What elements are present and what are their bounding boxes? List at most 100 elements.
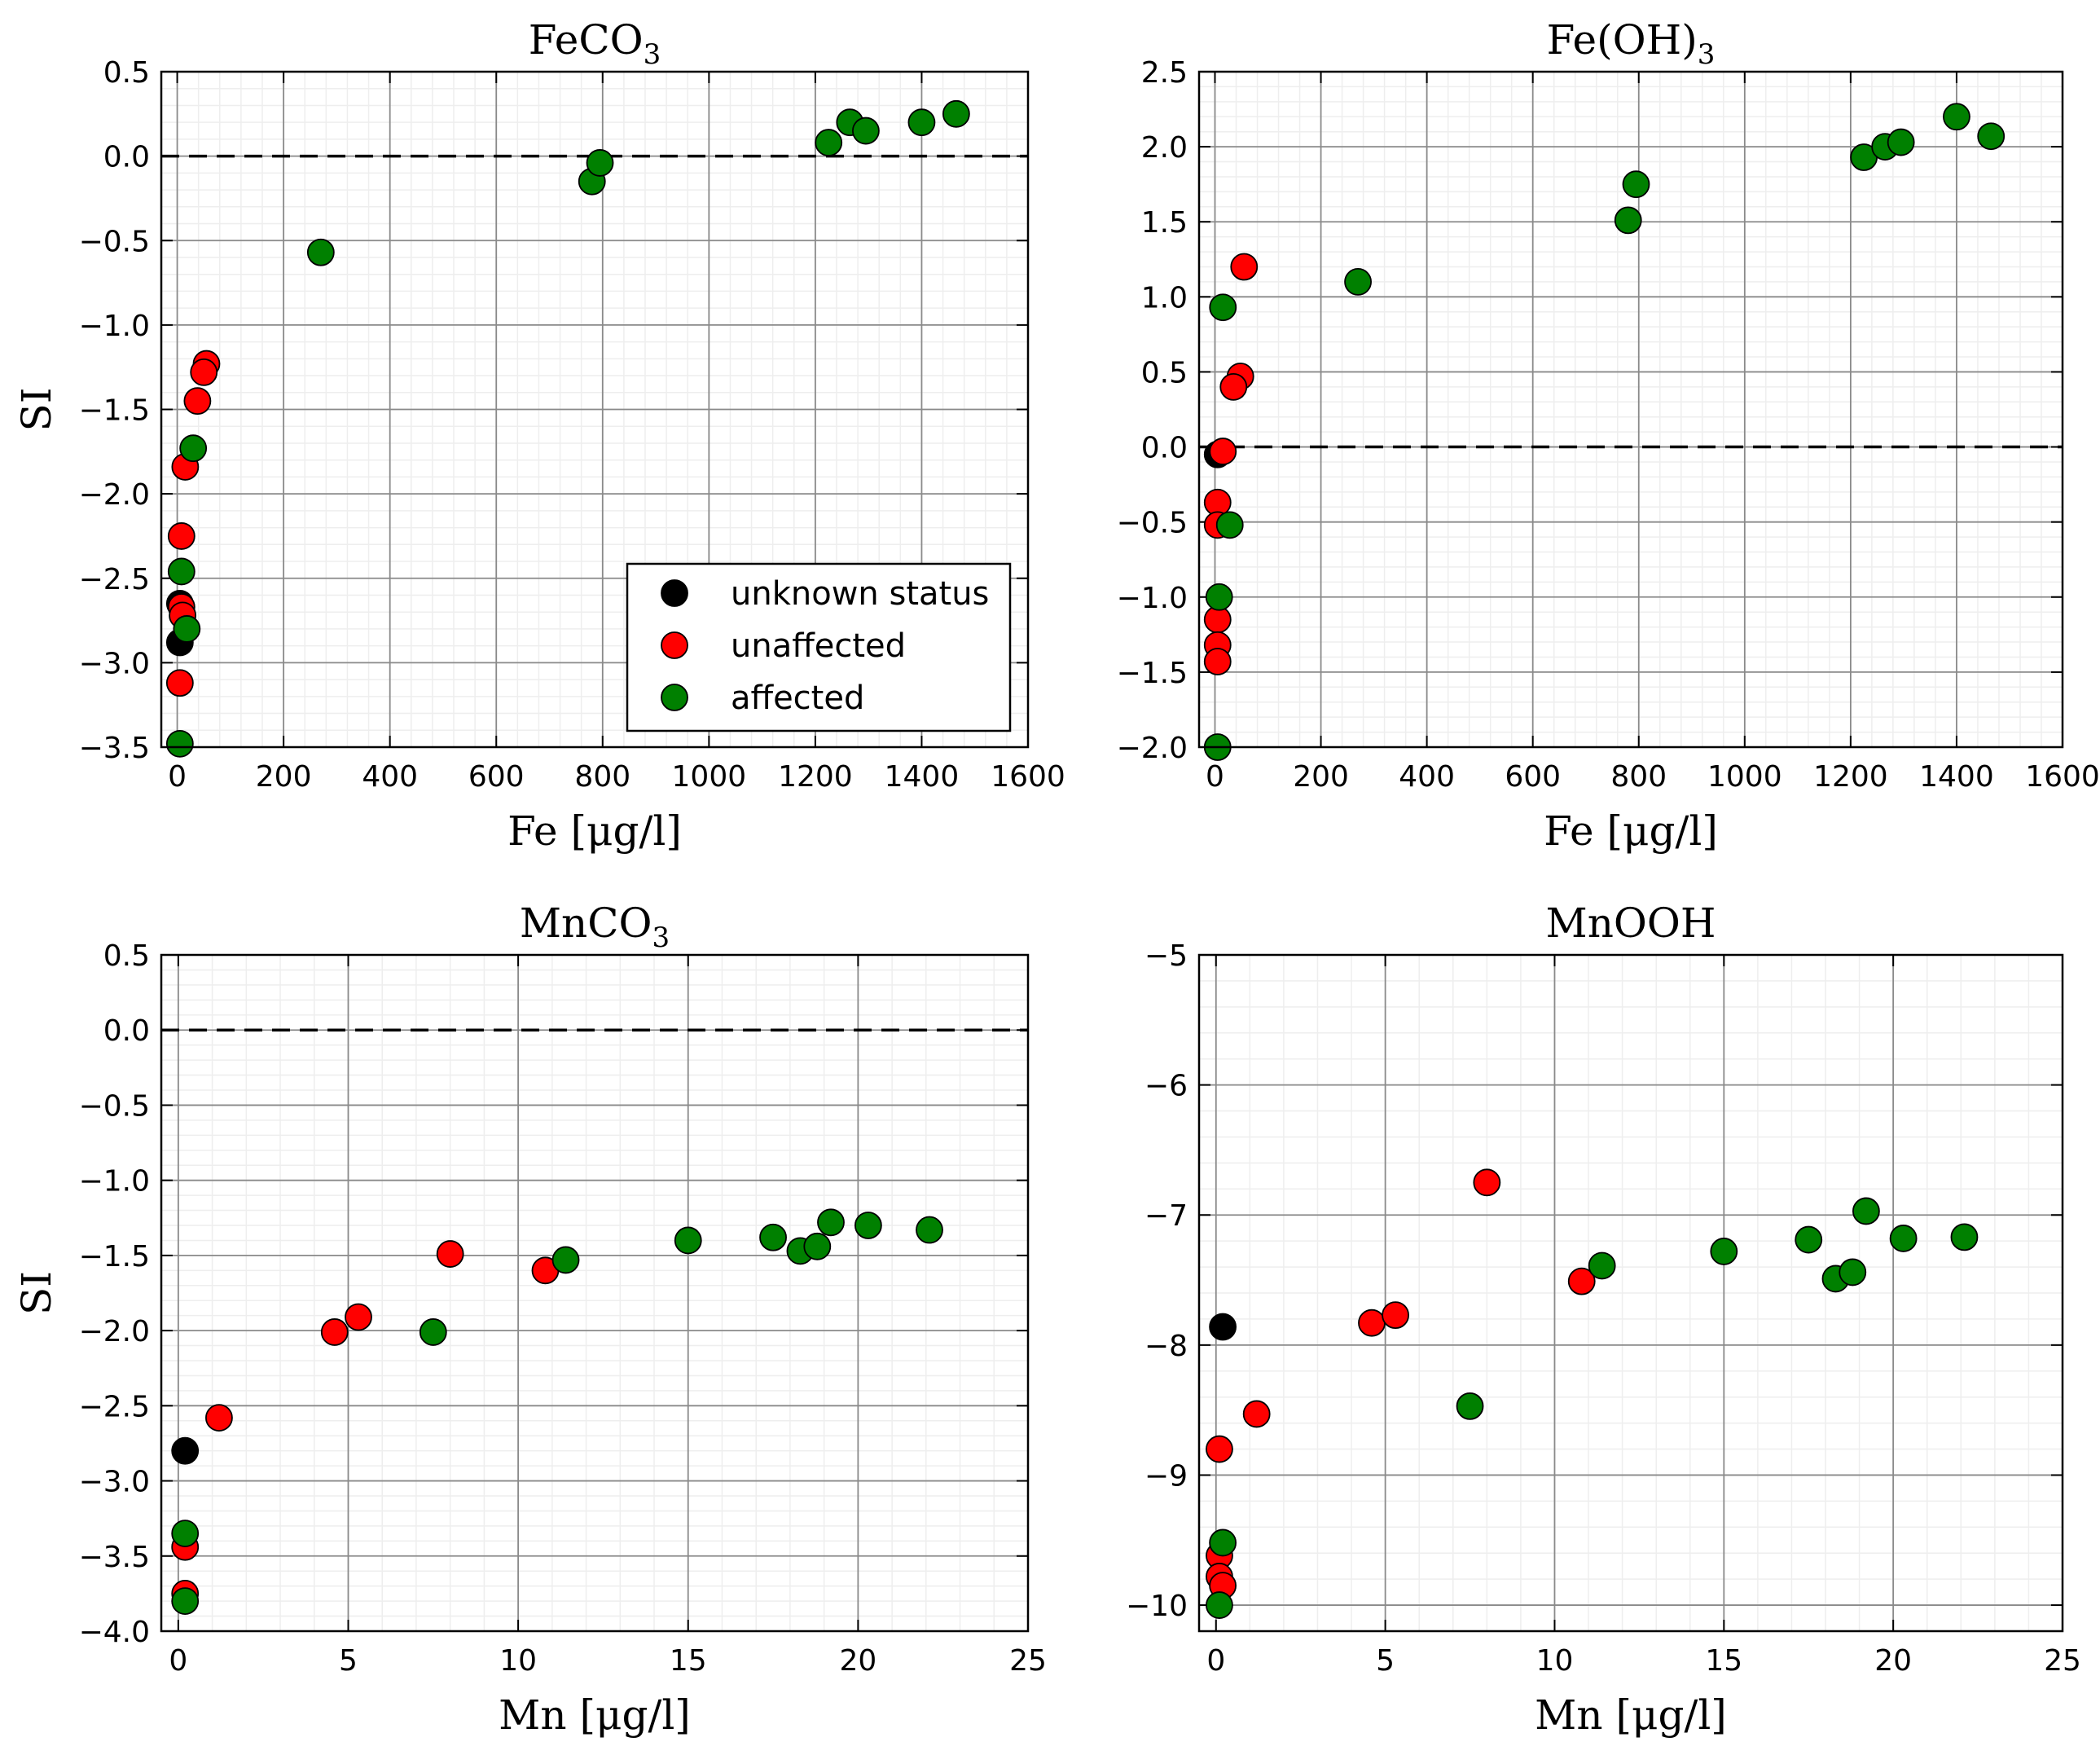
title-main: Fe(OH) bbox=[1547, 16, 1698, 64]
series-affected bbox=[165, 99, 970, 758]
point-unaffected bbox=[345, 1303, 372, 1331]
x-tick-label: 20 bbox=[1874, 1644, 1912, 1678]
x-tick-label: 1400 bbox=[1919, 760, 1994, 794]
point-affected bbox=[179, 434, 208, 463]
point-affected bbox=[165, 729, 194, 758]
point-unaffected bbox=[167, 522, 196, 550]
x-tick-label: 0 bbox=[169, 1644, 187, 1678]
y-tick-label: 1.0 bbox=[1141, 281, 1188, 314]
point-unaffected bbox=[1242, 1400, 1271, 1428]
minor-grid bbox=[1199, 954, 2063, 1632]
point-affected bbox=[759, 1223, 787, 1251]
point-affected bbox=[167, 557, 196, 586]
legend-label: unknown status bbox=[731, 575, 989, 613]
title-subscript: 3 bbox=[652, 921, 670, 954]
panels: 0 200 400 600 800 10 0 0 1200 1400 1600 −3.5 −3.0 −2.… bbox=[13, 16, 2100, 1739]
point-affected bbox=[1622, 170, 1650, 199]
x-tick-label: 1200 bbox=[778, 760, 853, 794]
y-tick-label: −1.5 bbox=[79, 1240, 150, 1273]
title-main: FeCO bbox=[529, 16, 644, 64]
minor-grid bbox=[161, 954, 1029, 1632]
x-tick-label: 25 bbox=[1009, 1644, 1047, 1678]
y-tick-label: −9 bbox=[1144, 1459, 1188, 1493]
x-tick-label: 5 bbox=[1376, 1644, 1395, 1678]
x-axis-label: Mn [μg/l] bbox=[499, 1691, 691, 1739]
y-tick-label: −4.0 bbox=[79, 1616, 150, 1649]
point-affected bbox=[1889, 1225, 1918, 1252]
point-unknown-status bbox=[1209, 1313, 1237, 1341]
panel-title: FeCO3 bbox=[529, 16, 661, 71]
y-tick-label: 1.5 bbox=[1141, 206, 1188, 240]
y-tick-label: −0.5 bbox=[79, 225, 150, 258]
y-tick-label: −1.0 bbox=[79, 310, 150, 343]
point-affected bbox=[852, 117, 880, 145]
y-tick-label: 0.0 bbox=[103, 141, 150, 174]
panel-title: Fe(OH)3 bbox=[1547, 16, 1716, 71]
point-unaffected bbox=[183, 387, 212, 416]
x-tick-label: 0 bbox=[168, 760, 187, 794]
point-unaffected bbox=[1206, 1435, 1233, 1463]
y-tick-label: −2.0 bbox=[79, 478, 150, 512]
point-affected bbox=[1206, 1591, 1233, 1619]
data-points bbox=[1206, 1168, 1979, 1619]
legend-marker bbox=[661, 684, 688, 711]
x-tick-label: 400 bbox=[1399, 760, 1455, 794]
point-affected bbox=[817, 1208, 845, 1237]
y-tick-label: −3.5 bbox=[79, 732, 150, 765]
legend: unknown status unaffected affected bbox=[626, 562, 1012, 732]
y-axis-label: SI bbox=[13, 387, 60, 431]
point-unaffected bbox=[1567, 1267, 1596, 1295]
y-tick-label: −3.0 bbox=[79, 647, 150, 680]
y-tick-label: 0.0 bbox=[103, 1014, 150, 1048]
y-tick-label: −0.5 bbox=[1117, 507, 1188, 540]
point-affected bbox=[173, 615, 201, 643]
point-affected bbox=[171, 1520, 200, 1548]
data-points bbox=[171, 1208, 943, 1616]
x-tick-label: 600 bbox=[468, 760, 525, 794]
x-tick-label: 1600 bbox=[991, 760, 1065, 794]
y-tick-label: −1.0 bbox=[79, 1165, 150, 1199]
point-affected bbox=[1614, 206, 1642, 235]
point-affected bbox=[1887, 128, 1915, 156]
point-affected bbox=[306, 238, 335, 266]
y-tick-label: 0.5 bbox=[103, 939, 150, 973]
title-subscript: 3 bbox=[1698, 38, 1716, 71]
y-tick-label: −0.5 bbox=[79, 1089, 150, 1123]
legend-label: affected bbox=[731, 680, 864, 717]
title-subscript: 3 bbox=[644, 38, 661, 71]
y-tick-label: 0.0 bbox=[1141, 432, 1188, 465]
point-unaffected bbox=[1473, 1168, 1501, 1197]
point-unaffected bbox=[165, 669, 194, 697]
point-affected bbox=[942, 99, 970, 128]
point-affected bbox=[1839, 1258, 1867, 1287]
point-unaffected bbox=[320, 1318, 349, 1346]
y-tick-label: −7 bbox=[1144, 1199, 1188, 1233]
y-tick-label: 2.0 bbox=[1141, 131, 1188, 165]
point-affected bbox=[907, 108, 936, 137]
point-affected bbox=[1209, 293, 1237, 322]
major-grid: 0 5 10 15 20 25 −10 −9 −8 −7 −6 −5 bbox=[1126, 939, 2081, 1678]
x-tick-label: 10 bbox=[499, 1644, 537, 1678]
x-tick-label: 800 bbox=[1610, 760, 1667, 794]
panel-title: MnCO3 bbox=[520, 899, 670, 954]
x-tick-label: 10 bbox=[1536, 1644, 1574, 1678]
y-tick-label: −5 bbox=[1144, 939, 1188, 973]
y-tick-label: −1.5 bbox=[1117, 657, 1188, 690]
series-unknown-status bbox=[1209, 1313, 1237, 1341]
point-affected bbox=[854, 1212, 882, 1239]
point-unknown-status bbox=[171, 1436, 200, 1465]
point-affected bbox=[1344, 268, 1372, 296]
legend-label: unaffected bbox=[731, 627, 906, 665]
x-tick-label: 400 bbox=[362, 760, 418, 794]
point-unaffected bbox=[190, 358, 218, 386]
x-tick-label: 200 bbox=[256, 760, 312, 794]
y-tick-label: 0.5 bbox=[1141, 356, 1188, 389]
y-tick-label: −1.5 bbox=[79, 394, 150, 428]
y-tick-label: −6 bbox=[1144, 1070, 1188, 1103]
y-tick-label: −3.0 bbox=[79, 1466, 150, 1499]
point-unaffected bbox=[1209, 438, 1237, 465]
point-affected bbox=[1943, 103, 1970, 131]
x-tick-label: 0 bbox=[1206, 760, 1224, 794]
title-main: MnOOH bbox=[1546, 899, 1716, 947]
